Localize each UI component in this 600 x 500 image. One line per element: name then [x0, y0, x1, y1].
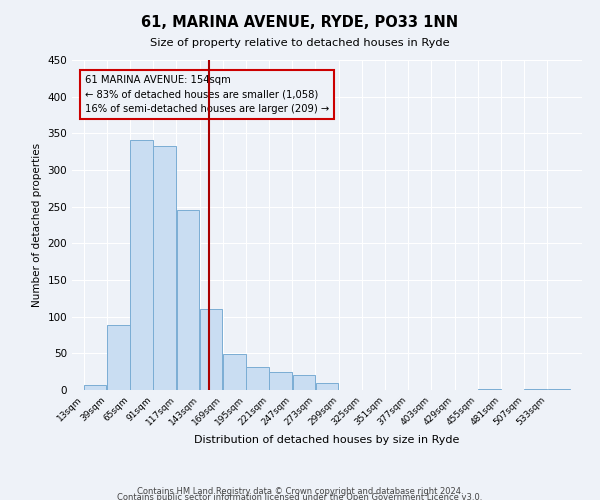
X-axis label: Distribution of detached houses by size in Ryde: Distribution of detached houses by size … [194, 436, 460, 446]
Bar [293, 376, 315, 390]
Text: Contains HM Land Registry data © Crown copyright and database right 2024.: Contains HM Land Registry data © Crown c… [137, 486, 463, 496]
Bar [107, 324, 130, 390]
Bar [524, 388, 547, 390]
Text: 61 MARINA AVENUE: 154sqm
← 83% of detached houses are smaller (1,058)
16% of sem: 61 MARINA AVENUE: 154sqm ← 83% of detach… [85, 75, 329, 114]
Bar [154, 146, 176, 390]
Text: Contains public sector information licensed under the Open Government Licence v3: Contains public sector information licen… [118, 492, 482, 500]
Text: Size of property relative to detached houses in Ryde: Size of property relative to detached ho… [150, 38, 450, 48]
Bar [316, 384, 338, 390]
Bar [130, 140, 153, 390]
Text: 61, MARINA AVENUE, RYDE, PO33 1NN: 61, MARINA AVENUE, RYDE, PO33 1NN [142, 15, 458, 30]
Bar [269, 372, 292, 390]
Bar [84, 385, 106, 390]
Bar [176, 210, 199, 390]
Bar [246, 366, 269, 390]
Bar [478, 388, 500, 390]
Bar [223, 354, 245, 390]
Y-axis label: Number of detached properties: Number of detached properties [32, 143, 42, 307]
Bar [200, 310, 223, 390]
